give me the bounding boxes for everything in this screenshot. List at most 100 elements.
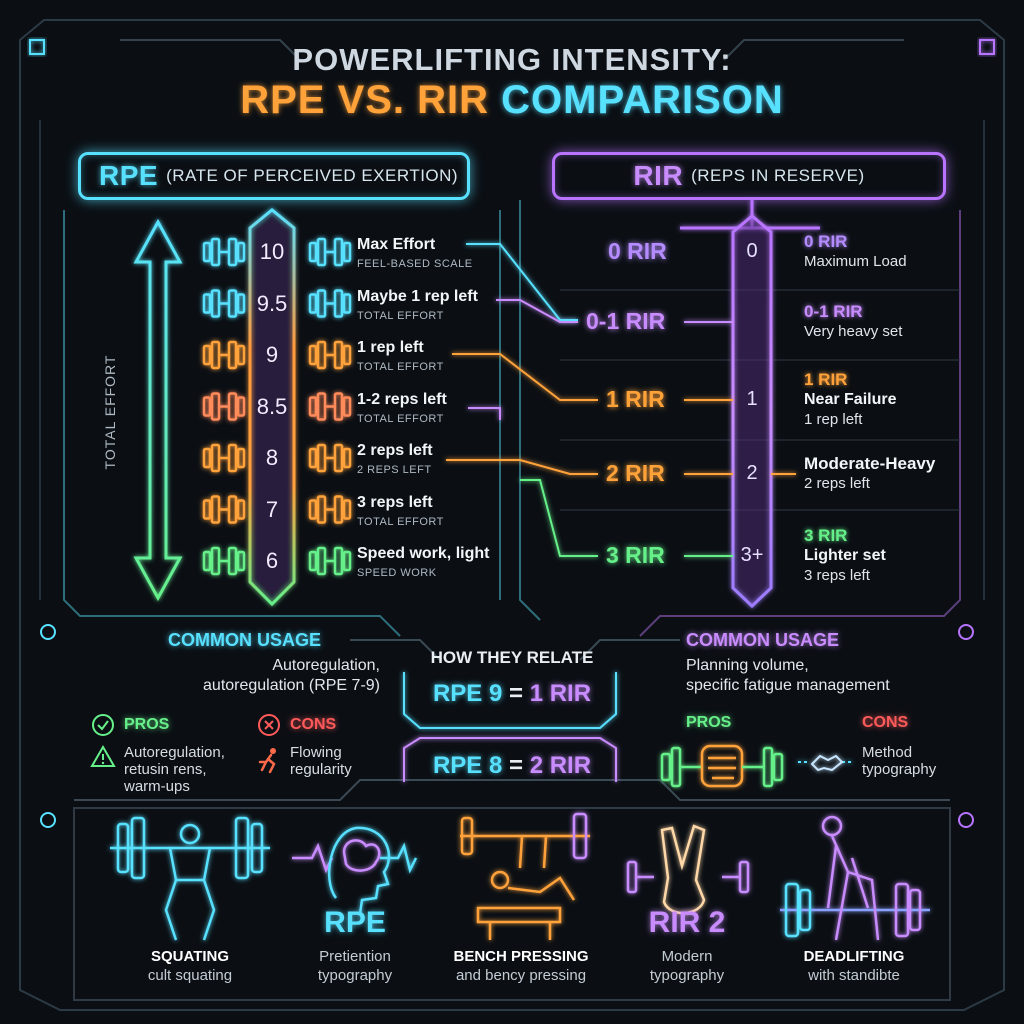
dumbbell-icon	[202, 289, 246, 318]
dumbbell-icon	[308, 237, 352, 267]
dumbbell-icon	[308, 289, 352, 318]
peace-hand-icon	[626, 824, 750, 915]
connector-1-rep	[452, 353, 598, 401]
bottom-rpe-big: RPE	[324, 906, 386, 939]
deadlift-figure-icon	[780, 815, 930, 941]
bench-press-icon	[460, 812, 590, 940]
right-pros-title: PROS	[686, 714, 732, 731]
x-circle-icon	[258, 714, 280, 736]
connector-1-2	[468, 407, 501, 420]
runner-icon	[258, 748, 276, 774]
left-pros-line2: retusin rens,	[124, 761, 207, 778]
squat-figure-icon	[110, 816, 270, 941]
rir-row-label: 0 RIR	[608, 238, 667, 264]
rpe-row-sub: TOTAL EFFORT	[357, 361, 444, 373]
connector-maybe-1	[496, 299, 578, 323]
rir-row-title: Moderate-Heavy	[804, 454, 936, 473]
relate-eq1-rpe: RPE 9	[432, 680, 503, 707]
rir-row-sub2: Lighter set	[804, 547, 886, 564]
dumbbell-icon	[308, 392, 352, 421]
rir-row-label: 3 RIR	[606, 542, 665, 568]
left-cons-line2: regularity	[290, 761, 352, 778]
rpe-row-title: Speed work, light	[357, 545, 490, 562]
rir-row-label: 0-1 RIR	[586, 308, 666, 334]
rir-value: 1	[746, 388, 758, 410]
rir-row-sub: Very heavy set	[804, 323, 903, 340]
rir-value: 2	[746, 462, 758, 484]
title-comparison: COMPARISON	[501, 78, 784, 122]
right-cons-line1: Method	[862, 744, 913, 761]
dumbbell-icon	[202, 495, 246, 524]
handshake-icon	[798, 754, 854, 772]
rir-header-full: (REPS IN RESERVE)	[691, 166, 865, 185]
title-rpe-vs-rir: RPE VS. RIR	[240, 78, 490, 122]
warning-triangle-icon	[90, 745, 116, 767]
relate-eq1-rir: 1 RIR	[529, 680, 592, 707]
bottom-deadlift-title: DEADLIFTING	[803, 948, 905, 965]
rpe-row-title: 3 reps left	[357, 493, 433, 511]
right-cons-line2: typography	[862, 761, 937, 778]
check-circle-icon	[92, 714, 114, 736]
connector-2-reps	[446, 459, 598, 475]
rpe-value: 7	[265, 496, 279, 522]
connector-max-effort	[466, 243, 578, 321]
rpe-header-full: (RATE OF PERCEIVED EXERTION)	[166, 166, 459, 185]
bottom-rir-sub1: Modern	[661, 948, 713, 965]
rpe-row-sub: TOTAL EFFORT	[357, 515, 444, 528]
relate-frame-bottom	[403, 737, 617, 782]
relate-eq2-rpe: RPE 8	[432, 752, 503, 779]
bottom-rpe-sub1: Pretiention	[319, 948, 391, 965]
rpe-value: 8	[265, 445, 279, 470]
rpe-row-title: 2 reps left	[357, 442, 433, 459]
rir-value: 3+	[740, 544, 764, 566]
right-cons-title: CONS	[862, 714, 909, 731]
bottom-rir-big: RIR 2	[648, 906, 726, 939]
common-usage-left-line1: Autoregulation,	[272, 657, 380, 674]
left-cons-line1: Flowing	[290, 744, 342, 761]
rir-row-sub2: Near Failure	[804, 391, 897, 408]
fist-dumbbell-icon	[660, 744, 784, 788]
bottom-bench-title: BENCH PRESSING	[453, 948, 589, 965]
rir-row-sub: 2 reps left	[804, 475, 870, 492]
dumbbell-icon	[202, 443, 246, 473]
common-usage-right-title: COMMON USAGE	[686, 630, 839, 650]
rpe-row-sub: 2 REPS LEFT	[357, 464, 432, 476]
rpe-row-title: Maybe 1 rep left	[357, 287, 478, 305]
right-cons-body: Method typography	[862, 744, 936, 778]
left-pros-title: PROS	[124, 716, 170, 733]
common-usage-right-body: Planning volume, specific fatigue manage…	[686, 656, 890, 696]
rpe-value: 10	[259, 239, 285, 264]
rir-value: 0	[746, 240, 758, 262]
relate-title: HOW THEY RELATE	[430, 648, 594, 667]
left-pros-body: Autoregulation, retusin rens, warm-ups	[124, 744, 225, 795]
rir-row-sub: Maximum Load	[804, 253, 907, 270]
rir-header-abbr: RIR	[633, 160, 684, 191]
bottom-deadlift-sub: with standibte	[808, 967, 900, 984]
rir-row-label: 1 RIR	[606, 386, 665, 412]
rir-row-sub: 1 rep left	[804, 411, 863, 428]
rpe-value: 6	[265, 548, 279, 573]
page-title-line1: POWERLIFTING INTENSITY:	[292, 42, 732, 77]
relate-frame-top	[403, 672, 617, 729]
left-cons-body: Flowing regularity	[290, 744, 352, 778]
rpe-row-sub: FEEL-BASED SCALE	[357, 258, 473, 270]
rpe-row-title: 1 rep left	[357, 339, 424, 356]
dumbbell-icon	[308, 546, 352, 576]
common-usage-right-line2: specific fatigue management	[686, 677, 890, 694]
relate-equation-1: RPE 9 = 1 RIR	[412, 680, 612, 708]
bottom-rpe-sub2: typography	[317, 967, 393, 984]
rpe-row-sub: SPEED WORK	[357, 567, 437, 579]
relate-eq2-rir: 2 RIR	[529, 752, 592, 779]
relate-equation-2: RPE 8 = 2 RIR	[412, 752, 612, 780]
connector-3-reps	[520, 479, 598, 557]
rpe-row-title: Max Effort	[357, 236, 436, 253]
bottom-bench-sub: and bency pressing	[455, 967, 587, 984]
rir-scale-bar	[731, 214, 773, 609]
left-pros-line1: Autoregulation,	[124, 744, 225, 761]
common-usage-right-line1: Planning volume,	[686, 657, 809, 674]
rir-row-title: 3 RIR	[804, 526, 848, 545]
rir-header: RIR (REPS IN RESERVE)	[552, 152, 946, 200]
